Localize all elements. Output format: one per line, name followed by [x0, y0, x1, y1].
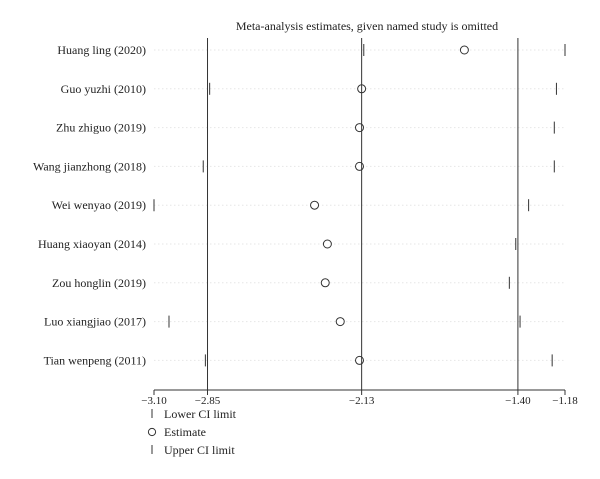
estimate-point	[355, 123, 364, 133]
study-label: Huang ling (2020)	[57, 43, 146, 57]
study-label: Tian wenpeng (2011)	[44, 353, 146, 367]
study-label: Zhu zhiguo (2019)	[56, 121, 146, 135]
legend-label: Upper CI limit	[164, 443, 235, 457]
study-label: Wang jianzhong (2018)	[33, 159, 146, 173]
study-label: Wei wenyao (2019)	[52, 198, 146, 212]
study-label: Luo xiangjiao (2017)	[44, 315, 146, 329]
estimate-point	[320, 278, 330, 288]
study-label: Guo yuzhi (2010)	[61, 82, 146, 96]
legend-label: Estimate	[164, 425, 206, 439]
study-label: Huang xiaoyan (2014)	[38, 237, 146, 251]
estimate-point	[459, 45, 469, 55]
x-tick-label: −2.13	[349, 395, 375, 407]
estimate-point	[355, 355, 364, 365]
x-tick-label: −1.18	[552, 395, 578, 407]
chart-title: Meta-analysis estimates, given named stu…	[236, 19, 498, 33]
legend-estimate-icon	[147, 427, 157, 437]
x-tick-label: −3.10	[141, 395, 167, 407]
x-tick-label: −2.85	[195, 395, 221, 407]
x-tick-label: −1.40	[505, 395, 531, 407]
estimate-point	[335, 317, 345, 327]
estimate-point	[322, 239, 332, 249]
legend: Lower CI limit Estimate Upper CI limit	[147, 407, 237, 457]
study-label: Zou honglin (2019)	[52, 276, 146, 290]
estimate-point	[310, 200, 320, 210]
legend-label: Lower CI limit	[164, 407, 237, 421]
estimate-point	[355, 161, 364, 171]
